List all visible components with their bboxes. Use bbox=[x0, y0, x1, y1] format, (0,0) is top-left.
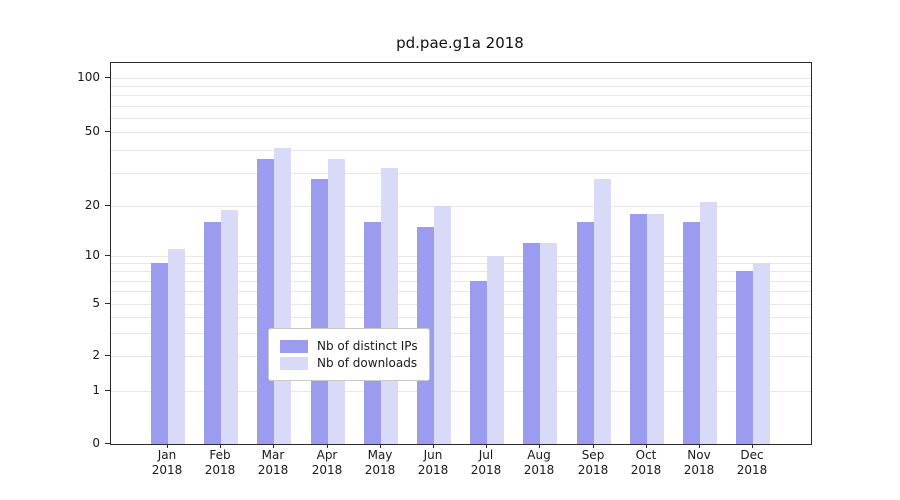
gridline bbox=[111, 150, 811, 151]
y-tick-label-5: 5 bbox=[92, 296, 100, 310]
gridline bbox=[111, 281, 811, 282]
bar-ips-jan bbox=[151, 263, 168, 444]
x-tick-mark bbox=[752, 444, 753, 448]
y-tick-mark bbox=[105, 390, 110, 391]
x-tick-label-jul: Jul 2018 bbox=[470, 448, 502, 477]
x-tick-mark bbox=[220, 444, 221, 448]
bar-ips-apr bbox=[311, 179, 328, 444]
bar-downloads-oct bbox=[647, 214, 664, 444]
legend-swatch-downloads bbox=[280, 356, 308, 370]
y-tick-label-20: 20 bbox=[84, 198, 100, 212]
gridline bbox=[111, 263, 811, 264]
bar-downloads-mar bbox=[274, 148, 291, 444]
x-tick-mark bbox=[433, 444, 434, 448]
x-tick-label-aug: Aug 2018 bbox=[523, 448, 555, 477]
x-tick-mark bbox=[539, 444, 540, 448]
bar-ips-jul bbox=[470, 281, 487, 444]
x-tick-label-jun: Jun 2018 bbox=[417, 448, 449, 477]
legend-item: Nb of downloads bbox=[280, 356, 418, 370]
y-tick-mark bbox=[105, 255, 110, 256]
y-tick-label-100: 100 bbox=[77, 70, 100, 84]
gridline bbox=[111, 356, 811, 357]
x-tick-mark bbox=[593, 444, 594, 448]
y-tick-label-0: 0 bbox=[92, 436, 100, 450]
bar-downloads-may bbox=[381, 168, 398, 444]
bar-downloads-jun bbox=[434, 206, 451, 444]
legend-item: Nb of distinct IPs bbox=[280, 339, 418, 353]
bar-ips-mar bbox=[257, 159, 274, 444]
gridline bbox=[111, 206, 811, 207]
gridline bbox=[111, 256, 811, 257]
bar-downloads-sep bbox=[594, 179, 611, 444]
gridline bbox=[111, 271, 811, 272]
x-tick-label-sep: Sep 2018 bbox=[577, 448, 609, 477]
x-tick-label-nov: Nov 2018 bbox=[683, 448, 715, 477]
x-tick-label-dec: Dec 2018 bbox=[736, 448, 768, 477]
gridline bbox=[111, 173, 811, 174]
gridline bbox=[111, 333, 811, 334]
bar-ips-sep bbox=[577, 222, 594, 444]
gridline bbox=[111, 304, 811, 305]
x-tick-label-apr: Apr 2018 bbox=[311, 448, 343, 477]
gridline bbox=[111, 118, 811, 119]
x-tick-mark bbox=[327, 444, 328, 448]
y-tick-mark bbox=[105, 355, 110, 356]
gridline bbox=[111, 95, 811, 96]
x-tick-label-oct: Oct 2018 bbox=[630, 448, 662, 477]
bar-downloads-apr bbox=[328, 159, 345, 444]
x-tick-label-feb: Feb 2018 bbox=[204, 448, 236, 477]
gridline bbox=[111, 291, 811, 292]
legend-swatch-ips bbox=[280, 339, 308, 353]
y-tick-mark bbox=[105, 443, 110, 444]
x-tick-mark bbox=[486, 444, 487, 448]
bar-ips-feb bbox=[204, 222, 221, 444]
x-tick-mark bbox=[699, 444, 700, 448]
x-tick-mark bbox=[273, 444, 274, 448]
bar-ips-nov bbox=[683, 222, 700, 444]
y-tick-mark bbox=[105, 131, 110, 132]
bar-downloads-aug bbox=[540, 243, 557, 444]
gridline bbox=[111, 391, 811, 392]
bar-downloads-nov bbox=[700, 202, 717, 444]
gridline bbox=[111, 78, 811, 79]
gridline bbox=[111, 86, 811, 87]
y-tick-label-2: 2 bbox=[92, 348, 100, 362]
y-tick-mark bbox=[105, 205, 110, 206]
gridline bbox=[111, 132, 811, 133]
bar-downloads-jul bbox=[487, 256, 504, 444]
bar-ips-aug bbox=[523, 243, 540, 444]
legend-label: Nb of downloads bbox=[317, 356, 418, 370]
x-tick-label-may: May 2018 bbox=[364, 448, 396, 477]
y-tick-label-1: 1 bbox=[92, 383, 100, 397]
y-tick-label-10: 10 bbox=[84, 248, 100, 262]
bar-downloads-jan bbox=[168, 249, 185, 444]
x-tick-mark bbox=[167, 444, 168, 448]
y-tick-label-50: 50 bbox=[84, 124, 100, 138]
bar-ips-dec bbox=[736, 271, 753, 444]
y-tick-mark bbox=[105, 77, 110, 78]
x-tick-label-mar: Mar 2018 bbox=[257, 448, 289, 477]
x-tick-mark bbox=[646, 444, 647, 448]
gridline bbox=[111, 317, 811, 318]
gridline bbox=[111, 106, 811, 107]
bar-downloads-dec bbox=[753, 263, 770, 444]
plot-area bbox=[110, 62, 812, 445]
bar-ips-oct bbox=[630, 214, 647, 444]
chart-title: pd.pae.g1a 2018 bbox=[396, 34, 524, 52]
legend-label: Nb of distinct IPs bbox=[317, 339, 418, 353]
y-tick-mark bbox=[105, 303, 110, 304]
bar-downloads-feb bbox=[221, 210, 238, 444]
legend: Nb of distinct IPs Nb of downloads bbox=[268, 328, 430, 381]
x-tick-label-jan: Jan 2018 bbox=[151, 448, 183, 477]
x-tick-mark bbox=[380, 444, 381, 448]
